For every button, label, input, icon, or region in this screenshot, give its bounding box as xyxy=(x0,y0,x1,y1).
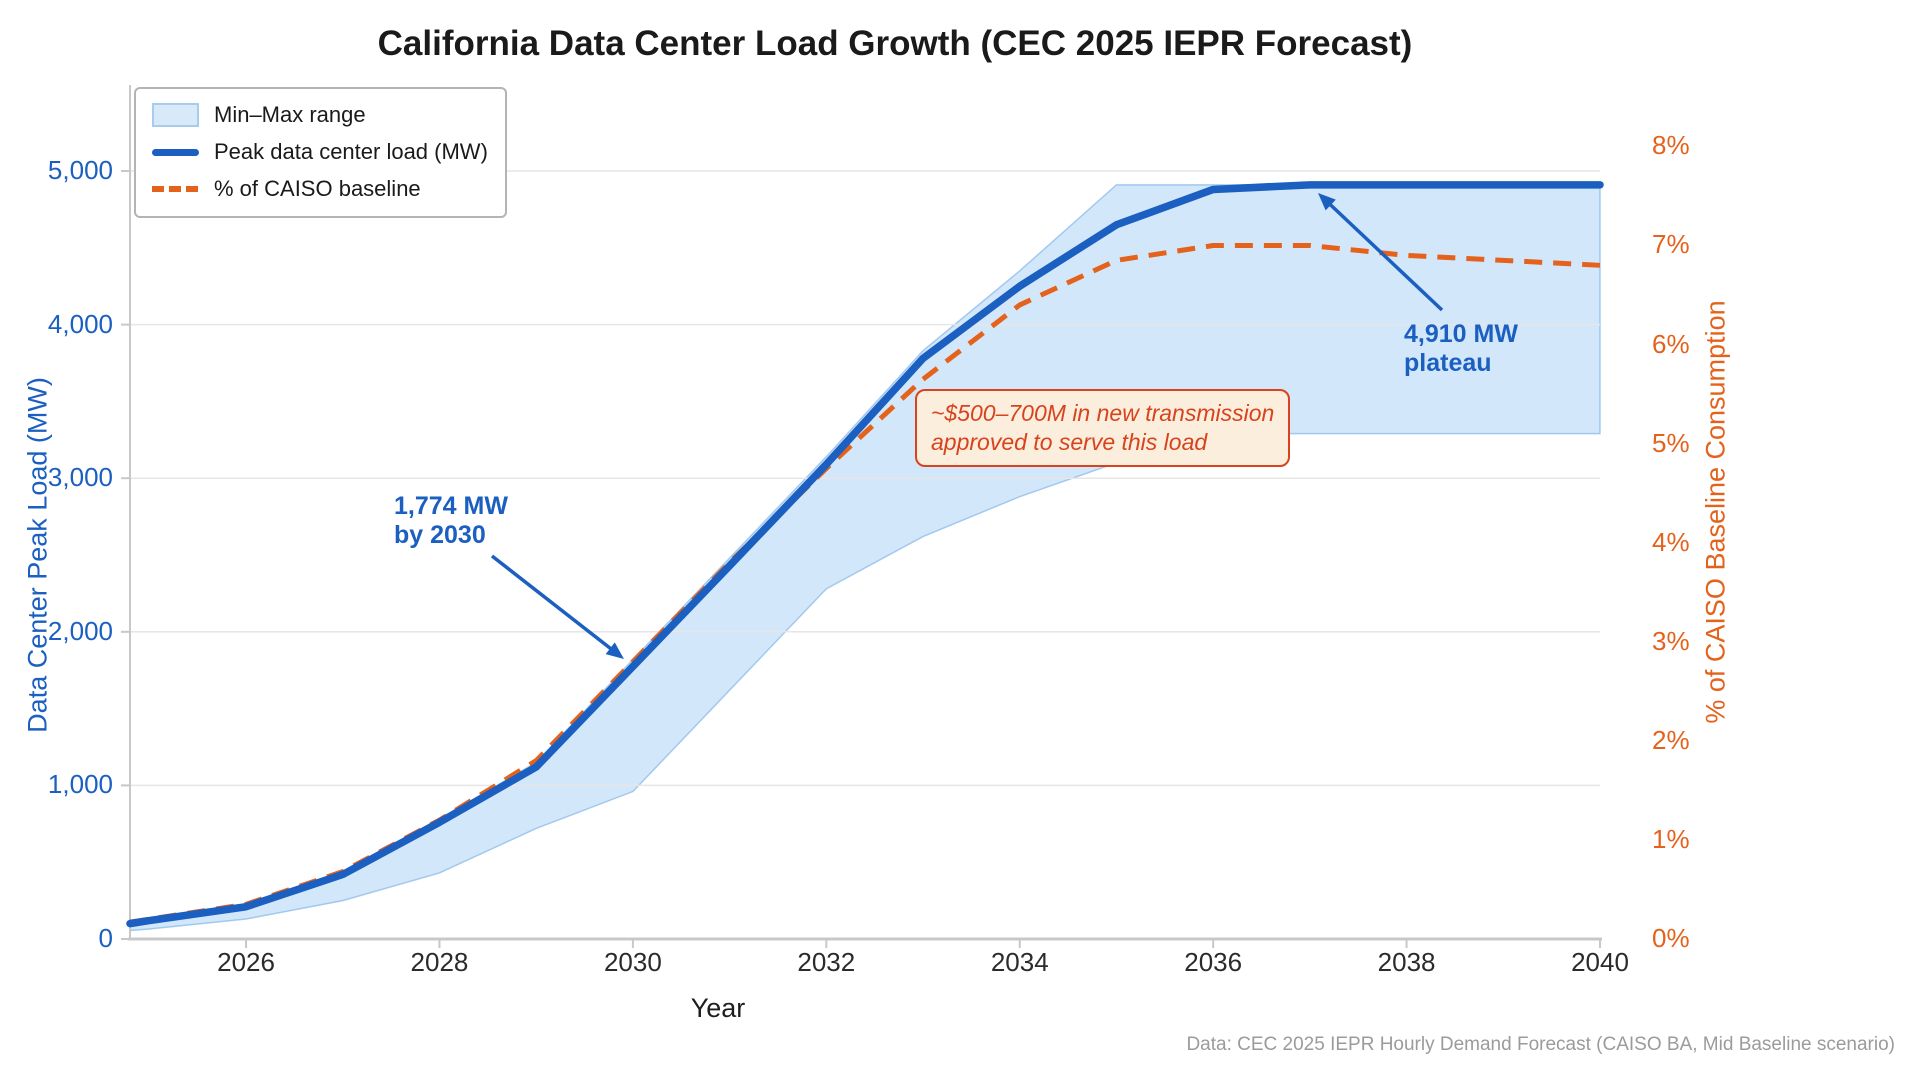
y-right-tick-label: 3% xyxy=(1652,625,1690,656)
x-tick-label: 2040 xyxy=(1571,947,1629,977)
y-right-tick-label: 1% xyxy=(1652,823,1690,854)
y-right-tick-label: 2% xyxy=(1652,724,1690,755)
min-max-band xyxy=(129,184,1601,932)
legend-item-pct-baseline: % of CAISO baseline xyxy=(152,176,488,202)
legend-item-minmax-range: Min–Max range xyxy=(152,102,488,128)
pct-baseline-dash-swatch-icon xyxy=(152,186,199,192)
y-left-tick-label: 1,000 xyxy=(47,769,113,800)
y-right-tick-label: 6% xyxy=(1652,328,1690,359)
annotation-transmission-cost-note: ~$500–700M in new transmission approved … xyxy=(915,389,1291,467)
annotation-arrow-0-shaft xyxy=(490,554,616,653)
x-tick-label: 2038 xyxy=(1377,947,1436,977)
y-left-tick-label: 5,000 xyxy=(47,155,113,185)
y-axis-left-title: Data Center Peak Load (MW) xyxy=(22,377,53,733)
x-axis-title: Year xyxy=(690,993,746,1023)
x-tick-label: 2036 xyxy=(1184,947,1243,977)
y-right-tick-label: 5% xyxy=(1652,427,1690,458)
legend-item-label: % of CAISO baseline xyxy=(214,176,421,201)
y-axis-right-title: % of CAISO Baseline Consumption xyxy=(1700,300,1731,724)
legend-item-label: Min–Max range xyxy=(214,102,366,127)
annotation-4910mw-plateau: 4,910 MW plateau xyxy=(1404,320,1518,377)
x-tick-label: 2028 xyxy=(410,947,469,977)
data-source-note: Data: CEC 2025 IEPR Hourly Demand Foreca… xyxy=(1186,1034,1895,1055)
peak-load-line xyxy=(126,181,1604,928)
x-tick-label: 2026 xyxy=(217,947,275,977)
y-left-tick-label: 2,000 xyxy=(47,615,113,646)
y-right-tick-label: 4% xyxy=(1652,526,1690,557)
annotation-1774mw-by-2030: 1,774 MW by 2030 xyxy=(394,492,508,549)
annotation-arrow-0-head xyxy=(605,642,624,659)
x-tick-label: 2032 xyxy=(797,947,856,977)
chart-title: California Data Center Load Growth (CEC … xyxy=(377,24,1413,63)
y-left-tick-label: 3,000 xyxy=(47,462,113,493)
y-right-tick-label: 7% xyxy=(1652,229,1690,260)
minmax-band-swatch-icon xyxy=(152,103,199,127)
legend-item-label: Peak data center load (MW) xyxy=(214,139,488,164)
legend-item-peak-load: Peak data center load (MW) xyxy=(152,139,488,165)
annotation-arrow-1-shaft xyxy=(1325,199,1444,312)
annotation-arrow-1-head xyxy=(1318,193,1336,211)
y-left-tick-label: 0 xyxy=(98,923,113,953)
x-tick-label: 2034 xyxy=(990,947,1049,977)
y-left-tick-label: 4,000 xyxy=(47,308,113,339)
peak-load-line-swatch-icon xyxy=(152,148,199,156)
y-right-tick-label: 8% xyxy=(1652,130,1690,161)
legend: Min–Max range Peak data center load (MW)… xyxy=(134,87,507,218)
x-tick-label: 2030 xyxy=(603,947,662,977)
y-right-tick-label: 0% xyxy=(1652,923,1690,953)
